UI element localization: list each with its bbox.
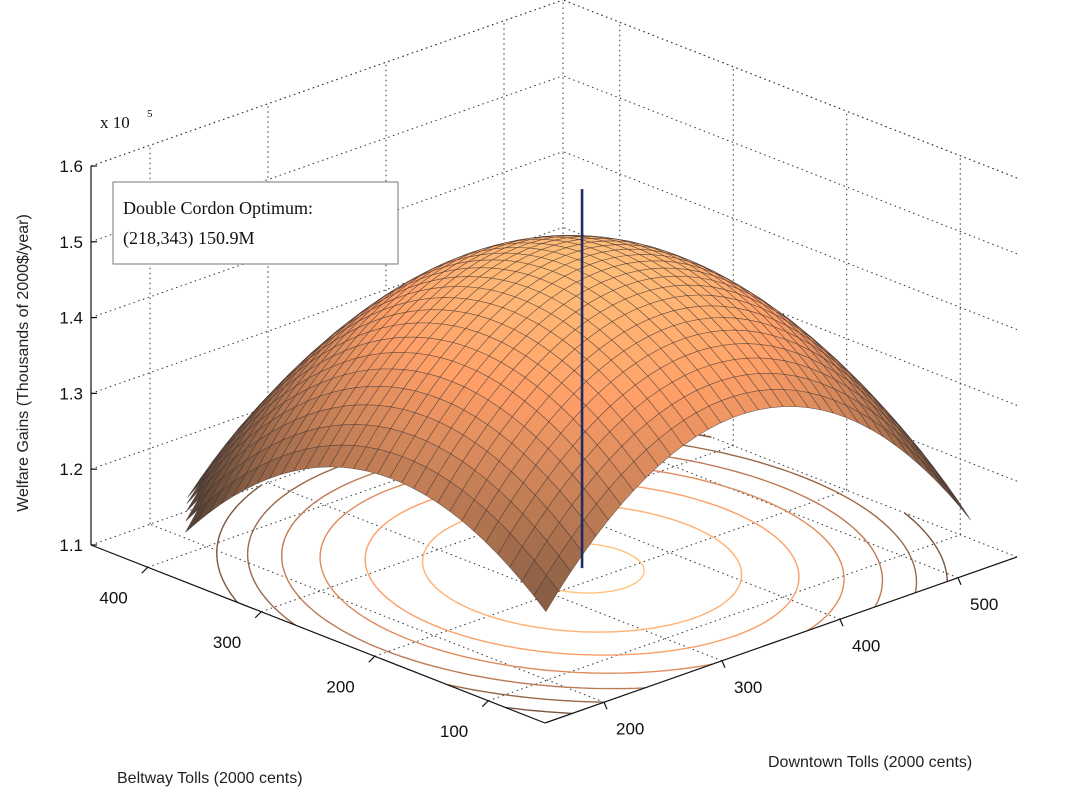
x-tick-mark	[603, 702, 608, 710]
floor-grid-y	[488, 534, 961, 702]
z-exponent-power: 5	[147, 108, 153, 120]
z-tick-label: 1.2	[59, 460, 83, 479]
surface-patch	[533, 574, 559, 613]
x-tick-mark	[957, 577, 962, 585]
annotation-box-frame	[112, 181, 399, 265]
y-tick-label: 100	[440, 722, 468, 741]
y-axis-label: Beltway Tolls (2000 cents)	[117, 770, 303, 787]
z-exponent-base: x 10	[100, 113, 130, 132]
welfare-surface	[185, 234, 971, 613]
floor-grid-x	[267, 482, 723, 662]
wall-grid-y-horizontal	[562, 75, 1018, 255]
surface-patch	[921, 455, 947, 488]
z-axis-label: Welfare Gains (Thousands of 2000$/year)	[15, 214, 32, 512]
wall-grid-y-horizontal	[562, 0, 1018, 179]
annotation-line-2: (218,343) 150.9M	[123, 228, 255, 249]
axis-lines	[90, 166, 1018, 724]
z-tick-label: 1.5	[59, 233, 83, 252]
y-tick-label: 200	[326, 677, 354, 696]
y-tick-mark	[368, 655, 376, 663]
y-tick-label: 300	[213, 633, 241, 652]
z-tick-label: 1.1	[59, 536, 83, 555]
x-tick-label: 300	[734, 678, 762, 697]
x-tick-mark	[721, 660, 726, 668]
box-edge-top-back-y	[562, 0, 1018, 179]
surface-patch	[945, 486, 971, 521]
z-tick-label: 1.4	[59, 309, 83, 328]
y-tick-mark	[254, 611, 262, 619]
wall-grid-x-horizontal	[90, 75, 564, 243]
y-axis-line	[90, 544, 546, 724]
z-tick-label: 1.6	[59, 157, 83, 176]
floor-grid-y	[147, 400, 620, 568]
x-axis-line	[544, 556, 1018, 724]
surface-patch	[920, 459, 946, 492]
annotation-box: Double Cordon Optimum: (218,343) 150.9M	[112, 181, 399, 265]
contour-line	[364, 480, 800, 656]
x-axis-label: Downtown Tolls (2000 cents)	[768, 754, 972, 771]
x-tick-label: 400	[852, 636, 880, 655]
annotation-line-1: Double Cordon Optimum:	[123, 198, 313, 218]
tick-labels: 200 300 400 500 100 200 300 400 1.1 1.2 1.3 1.4 1.5 1…	[59, 157, 998, 741]
x-tick-label: 200	[616, 719, 644, 738]
box-edge-top-back-x	[90, 0, 564, 167]
surface-patch	[933, 472, 959, 505]
wall-grid-y-horizontal	[562, 151, 1018, 331]
y-tick-label: 400	[99, 588, 127, 607]
z-tick-label: 1.3	[59, 384, 83, 403]
x-tick-label: 500	[970, 595, 998, 614]
y-tick-mark	[141, 566, 149, 574]
wall-grid-x-horizontal	[90, 226, 564, 394]
z-exponent: x 10 5	[100, 108, 153, 132]
floor-grid-x	[149, 523, 605, 703]
x-tick-mark	[839, 619, 844, 627]
y-tick-mark	[481, 700, 489, 708]
floor-grid-y	[374, 489, 847, 657]
